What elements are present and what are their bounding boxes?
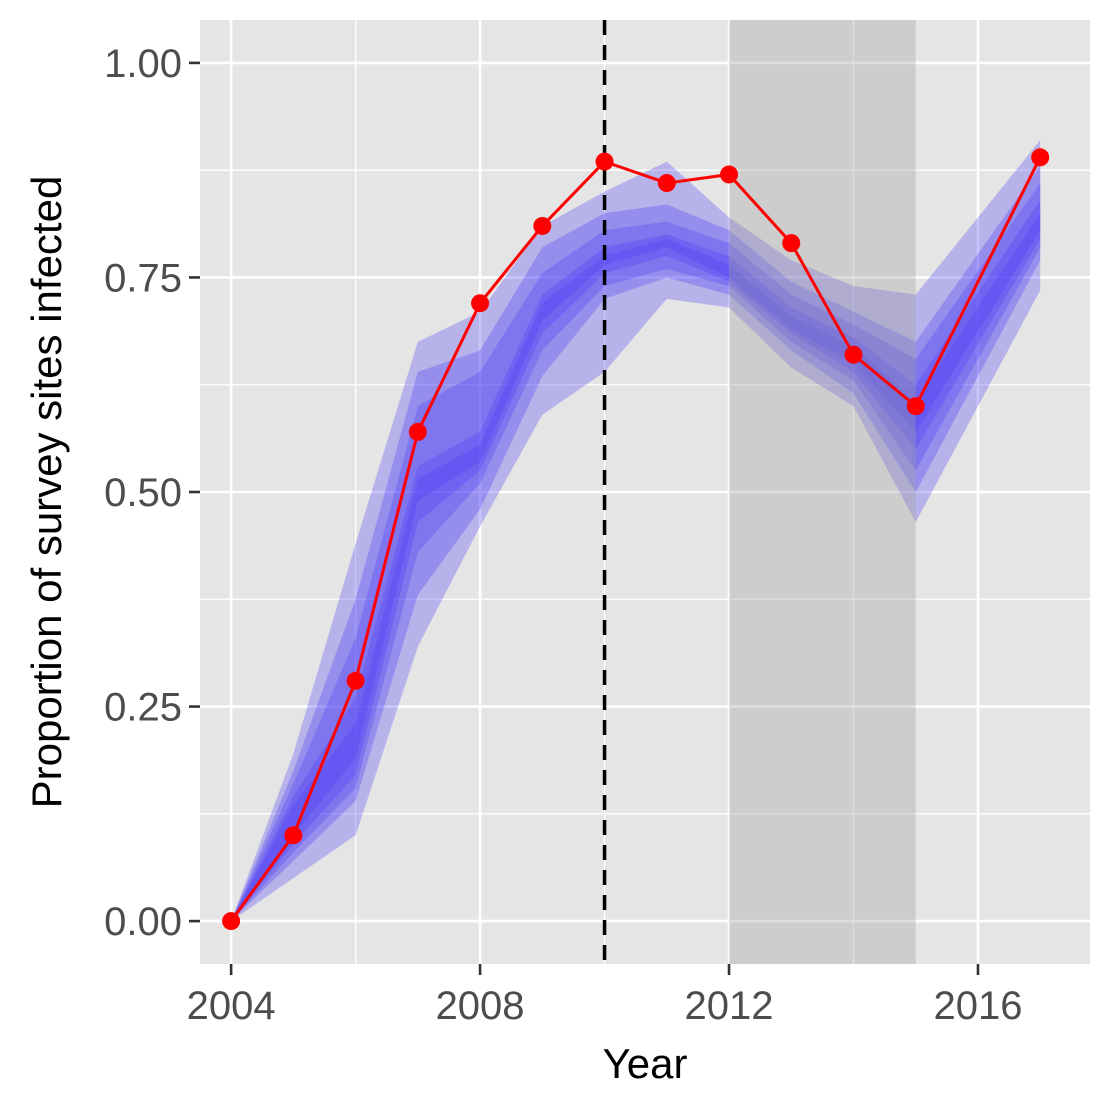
y-tick-label: 1.00	[104, 42, 182, 86]
observed-point	[844, 345, 863, 364]
observed-point	[222, 912, 241, 931]
prediction-band	[231, 200, 1041, 922]
grid-major	[200, 20, 1090, 964]
observed-point	[720, 165, 739, 184]
y-tick-label: 0.25	[104, 686, 182, 730]
observed-point	[346, 671, 365, 690]
observed-point	[533, 216, 552, 235]
observed-point	[782, 234, 801, 253]
observed-point	[657, 174, 676, 193]
x-axis-title: Year	[603, 1040, 688, 1087]
axes: 0.00 0.25 0.50 0.75 1.00 2004 2008 2012 2016	[104, 42, 1022, 1028]
observed-point	[408, 422, 427, 441]
observed-point	[284, 826, 303, 845]
shaded-period	[729, 20, 916, 964]
x-tick-label: 2016	[933, 984, 1022, 1028]
x-tick-label: 2012	[685, 984, 774, 1028]
prediction-band	[231, 140, 1041, 922]
observed-point	[906, 397, 925, 416]
observed-point	[471, 294, 490, 313]
prediction-band	[231, 165, 1041, 922]
x-tick-label: 2008	[436, 984, 525, 1028]
y-tick-label: 0.50	[104, 471, 182, 515]
x-tick-label: 2004	[187, 984, 276, 1028]
observed-series	[222, 148, 1050, 931]
observed-point	[1031, 148, 1050, 167]
y-tick-label: 0.75	[104, 256, 182, 300]
y-axis-title: Proportion of survey sites infected	[23, 176, 70, 809]
observed-point	[595, 152, 614, 171]
prediction-band	[231, 183, 1041, 922]
y-tick-label: 0.00	[104, 900, 182, 944]
prediction-bands	[231, 140, 1041, 922]
